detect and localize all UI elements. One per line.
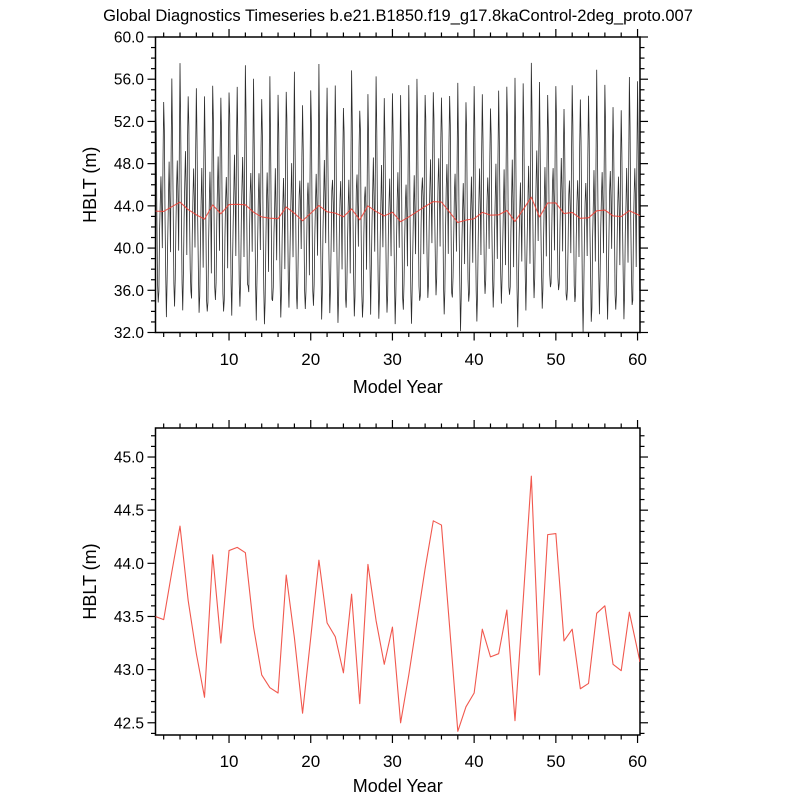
plot-frame: [154, 427, 641, 736]
series-group: [155, 62, 640, 333]
y-tick-label: 42.5: [114, 715, 144, 732]
y-tick-label: 52.0: [114, 114, 145, 131]
top-x-axis-label: Model Year: [353, 377, 443, 397]
y-tick-label: 44.0: [114, 556, 145, 573]
x-tick-label: 20: [301, 350, 320, 369]
y-tick-label: 44.5: [114, 503, 144, 520]
bottom-y-axis-label: HBLT (m): [80, 543, 100, 619]
annual-hblt-line: [155, 475, 640, 732]
y-tick-label: 32.0: [114, 325, 145, 342]
y-tick-label: 44.0: [114, 198, 145, 215]
tick-marks: [147, 420, 648, 743]
x-tick-label: 50: [546, 350, 565, 369]
chart-title: Global Diagnostics Timeseries b.e21.B185…: [103, 7, 693, 25]
x-tick-label: 10: [220, 752, 239, 771]
y-tick-label: 56.0: [114, 72, 145, 89]
series-group: [155, 475, 640, 732]
panel-top-monthly-timeseries: 10 20 30 40 50 60 32.0 36.0 40.0 44.0 48.0 52.0 56.0…: [114, 29, 648, 369]
x-tick-label: 60: [628, 752, 647, 771]
x-tick-label: 50: [546, 752, 565, 771]
x-tick-label: 20: [301, 752, 320, 771]
y-tick-label: 40.0: [114, 241, 145, 258]
y-tick-label: 45.0: [114, 450, 145, 467]
tick-marks: [147, 29, 648, 341]
x-tick-label: 30: [383, 350, 402, 369]
panel-bottom-annual-timeseries: 10 20 30 40 50 60 42.5 43.0 43.5 44.0 44.5 45.0: [114, 420, 648, 771]
x-tick-label: 40: [465, 350, 484, 369]
x-tick-label: 60: [628, 350, 647, 369]
top-y-axis-label: HBLT (m): [80, 147, 100, 223]
y-tick-label: 36.0: [114, 283, 145, 300]
x-tick-label: 10: [220, 350, 239, 369]
bottom-x-axis-label: Model Year: [353, 776, 443, 796]
y-tick-label: 48.0: [114, 156, 145, 173]
x-tick-label: 30: [383, 752, 402, 771]
x-tick-label: 40: [465, 752, 484, 771]
annual-hblt-line: [155, 196, 640, 224]
y-tick-label: 43.5: [114, 609, 144, 626]
y-tick-label: 60.0: [114, 30, 145, 47]
monthly-hblt-line: [155, 62, 640, 333]
y-tick-label: 43.0: [114, 662, 145, 679]
